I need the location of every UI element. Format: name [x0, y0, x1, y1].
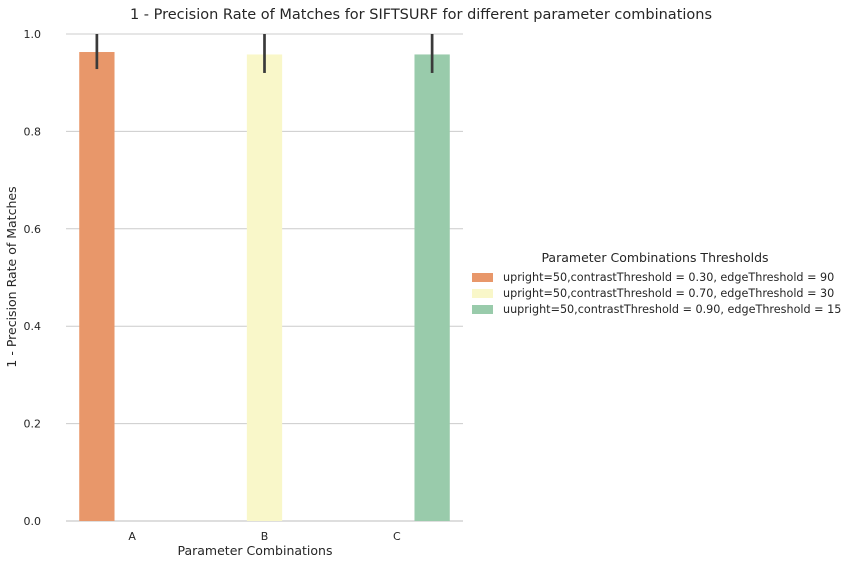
y-tick-label: 0.4 [24, 320, 42, 333]
legend-entry: uupright=50,contrastThreshold = 0.90, ed… [503, 303, 841, 316]
x-tick-labels: A B C [128, 530, 401, 543]
bar [414, 54, 450, 521]
legend-swatch [472, 273, 493, 282]
bar [79, 52, 115, 521]
legend-swatch [472, 289, 493, 298]
x-axis-label: Parameter Combinations [177, 543, 332, 558]
legend-entry: upright=50,contrastThreshold = 0.70, edg… [503, 287, 834, 300]
y-tick-label: 1.0 [24, 28, 42, 41]
y-tick-label: 0.8 [24, 125, 42, 138]
y-tick-labels: 0.0 0.2 0.4 0.6 0.8 1.0 [24, 28, 42, 528]
legend-entry: upright=50,contrastThreshold = 0.30, edg… [503, 271, 834, 284]
bar [246, 54, 283, 521]
y-tick-label: 0.0 [24, 515, 42, 528]
y-axis-label: 1 - Precision Rate of Matches [4, 186, 19, 367]
bars [79, 52, 450, 521]
x-tick-label: C [393, 530, 401, 543]
x-tick-label: B [261, 530, 269, 543]
chart-title: 1 - Precision Rate of Matches for SIFTSU… [130, 7, 712, 23]
error-bars [95, 34, 434, 73]
legend-title: Parameter Combinations Thresholds [541, 250, 768, 265]
legend-swatch [472, 305, 493, 314]
x-tick-label: A [128, 530, 136, 543]
y-tick-label: 0.2 [24, 418, 42, 431]
y-tick-label: 0.6 [24, 223, 42, 236]
legend: Parameter Combinations Thresholds uprigh… [472, 250, 841, 316]
